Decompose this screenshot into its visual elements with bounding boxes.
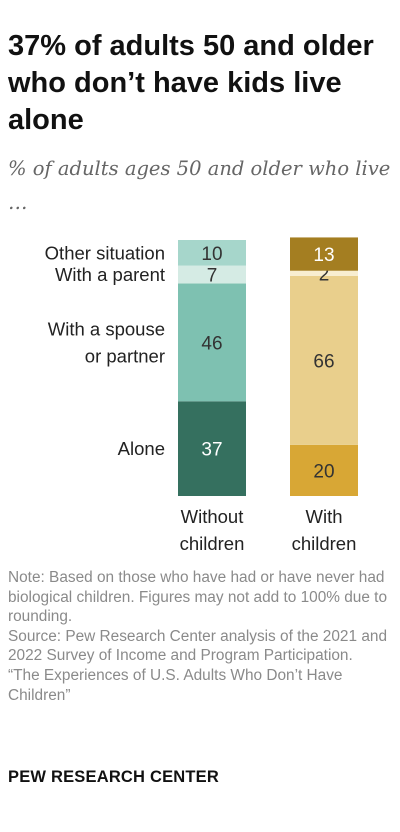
segment-label-other-situation: Other situation xyxy=(45,242,165,263)
segment-label-with-a-parent: With a parent xyxy=(55,264,165,285)
value-label-with-children-with-a-parent: 2 xyxy=(319,264,330,285)
value-label-with-children-with-a-spouse-or-partner: 66 xyxy=(313,351,334,372)
value-label-without-children-with-a-parent: 7 xyxy=(207,266,218,287)
value-label-with-children-alone: 20 xyxy=(313,461,334,482)
bar-without-children-with-a-parent xyxy=(178,265,246,284)
report-title-text: “The Experiences of U.S. Adults Who Don’… xyxy=(8,666,343,704)
bar-with-children-with-a-spouse-or-partner xyxy=(290,275,358,445)
category-label-with-children: With children xyxy=(292,506,357,554)
value-label-without-children-other-situation: 10 xyxy=(201,244,222,265)
chart-title: 37% of adults 50 and older who don’t hav… xyxy=(8,30,374,136)
segment-label-alone: Alone xyxy=(118,438,165,459)
bar-without-children-alone xyxy=(178,401,246,496)
source-text: Source: Pew Research Center analysis of … xyxy=(8,627,388,665)
value-label-without-children-with-a-spouse-or-partner: 46 xyxy=(201,333,222,354)
bar-without-children-with-a-spouse-or-partner xyxy=(178,283,246,402)
segment-label-with-a-spouse-or-partner: With a spouse or partner xyxy=(48,318,165,366)
bar-with-children-with-a-parent xyxy=(290,270,358,276)
note-text: Note: Based on those who have had or hav… xyxy=(8,569,388,626)
bar-with-children-other-situation xyxy=(290,237,358,271)
category-label-without-children: Without children xyxy=(180,506,245,554)
value-label-without-children-alone: 37 xyxy=(201,440,222,461)
stacked-bar-chart: 37 46 710 20 66 213 Alone With a spouse or partn… xyxy=(45,237,358,554)
bar-with-children-alone xyxy=(290,444,358,496)
value-label-with-children-other-situation: 13 xyxy=(313,245,334,266)
bar-without-children-other-situation xyxy=(178,240,246,266)
pew-research-center-logo: PEW RESEARCH CENTER xyxy=(8,768,219,786)
chart-notes: Note: Based on those who have had or hav… xyxy=(8,568,398,705)
chart-subtitle: % of adults ages 50 and older who live … xyxy=(8,157,391,214)
